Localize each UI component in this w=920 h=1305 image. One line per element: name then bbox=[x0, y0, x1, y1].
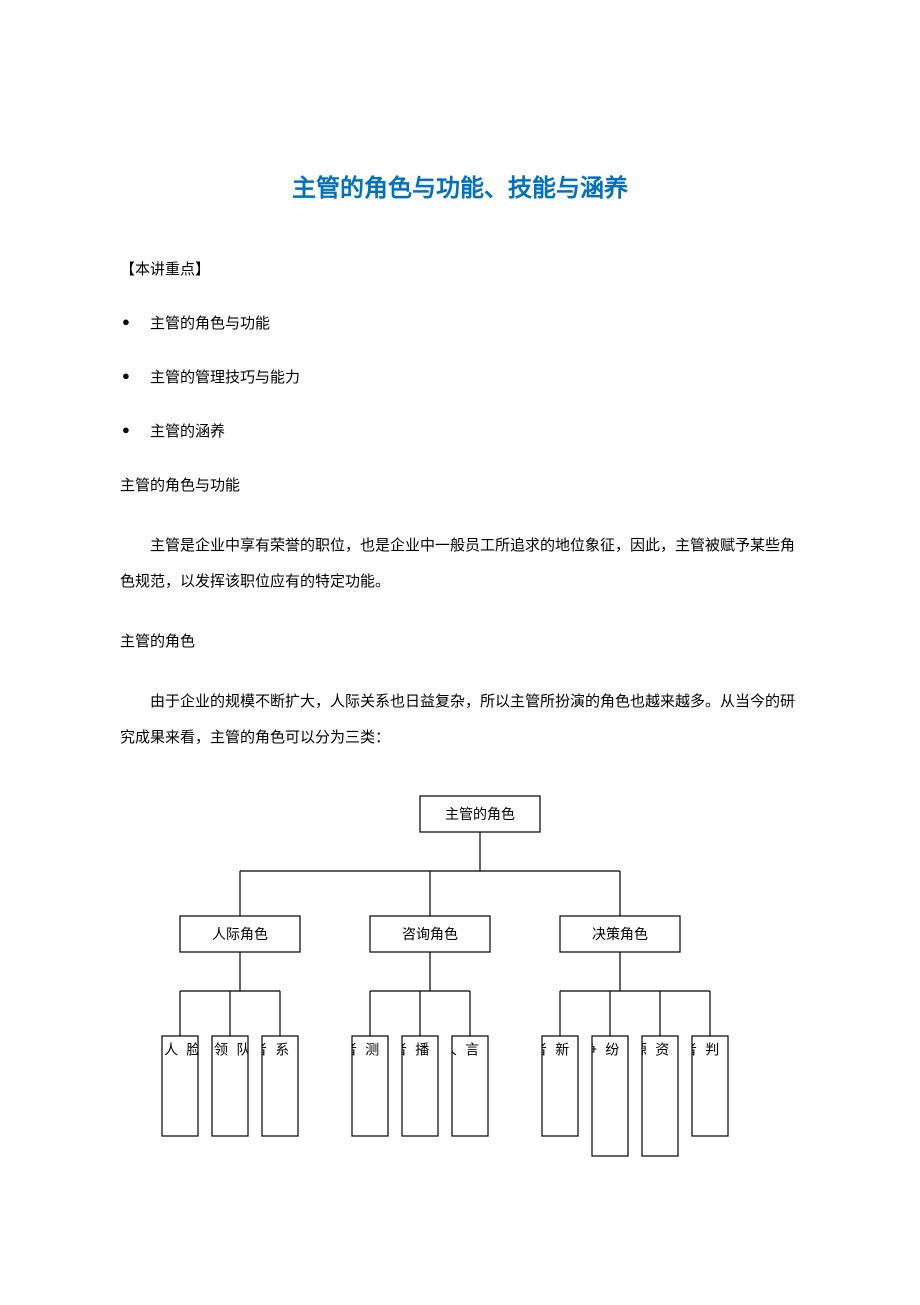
tree-leaf-text: 谈判者 bbox=[692, 1042, 728, 1058]
tree-leaf-text: 分配资源者 bbox=[642, 1042, 678, 1058]
tree-leaf-text: 创新者 bbox=[542, 1042, 578, 1058]
tree-leaf-text: 联系者 bbox=[262, 1042, 298, 1058]
tree-leaf-text: 解决纷争者 bbox=[592, 1042, 628, 1058]
tree-leaf-text: 侦测者 bbox=[352, 1042, 388, 1058]
paragraph: 由于企业的规模不断扩大，人际关系也日益复杂，所以主管所扮演的角色也越来越多。从当… bbox=[120, 684, 800, 756]
tree-node-text: 决策角色 bbox=[592, 926, 648, 943]
tree-node-text: 人际角色 bbox=[212, 926, 268, 943]
tree-svg: 主管的角色 人际角色 咨询角色 决策角色 头脸人物 团队领导 联系者 侦测者 传… bbox=[120, 786, 800, 1216]
tree-leaf-text: 头脸人物 bbox=[162, 1042, 198, 1058]
section-label: 【本讲重点】 bbox=[120, 258, 800, 282]
tree-leaf-text: 发言人 bbox=[452, 1042, 488, 1058]
bullet-list: 主管的角色与功能 主管的管理技巧与能力 主管的涵养 bbox=[120, 312, 800, 444]
page-title: 主管的角色与功能、技能与涵养 bbox=[120, 170, 800, 208]
bullet-item: 主管的管理技巧与能力 bbox=[150, 366, 800, 390]
tree-diagram: 主管的角色 人际角色 咨询角色 决策角色 头脸人物 团队领导 联系者 侦测者 传… bbox=[120, 786, 800, 1225]
bullet-item: 主管的角色与功能 bbox=[150, 312, 800, 336]
tree-leaf-text: 团队领导 bbox=[212, 1042, 248, 1058]
tree-node-text: 咨询角色 bbox=[402, 926, 458, 943]
tree-root-text: 主管的角色 bbox=[445, 806, 515, 823]
bullet-item: 主管的涵养 bbox=[150, 420, 800, 444]
subheading: 主管的角色 bbox=[120, 630, 800, 654]
tree-leaf-text: 传播者 bbox=[402, 1042, 438, 1058]
paragraph: 主管是企业中享有荣誉的职位，也是企业中一般员工所追求的地位象征，因此，主管被赋予… bbox=[120, 528, 800, 600]
subheading: 主管的角色与功能 bbox=[120, 474, 800, 498]
